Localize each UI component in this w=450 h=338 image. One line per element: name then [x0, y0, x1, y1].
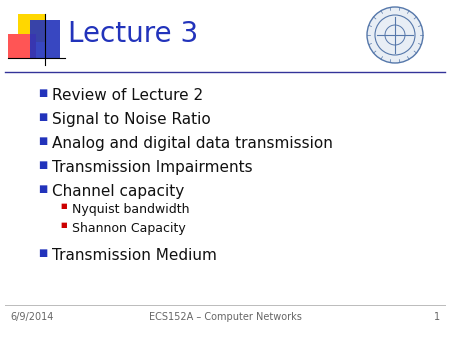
Text: Signal to Noise Ratio: Signal to Noise Ratio	[52, 112, 211, 127]
Text: ■: ■	[38, 184, 47, 194]
Bar	[30, 20, 60, 58]
Text: 6/9/2014: 6/9/2014	[10, 312, 54, 322]
Text: Analog and digital data transmission: Analog and digital data transmission	[52, 136, 333, 151]
Text: ■: ■	[38, 160, 47, 170]
Text: Nyquist bandwidth: Nyquist bandwidth	[72, 203, 189, 216]
Text: ■: ■	[60, 222, 67, 228]
Text: Lecture 3: Lecture 3	[68, 20, 198, 48]
Text: ■: ■	[38, 88, 47, 98]
Text: ■: ■	[38, 248, 47, 258]
Text: Transmission Impairments: Transmission Impairments	[52, 160, 252, 175]
Circle shape	[367, 7, 423, 63]
Bar	[8, 34, 36, 58]
Text: ECS152A – Computer Networks: ECS152A – Computer Networks	[148, 312, 302, 322]
Text: ■: ■	[60, 203, 67, 209]
Text: 1: 1	[434, 312, 440, 322]
Text: ■: ■	[38, 112, 47, 122]
Text: Channel capacity: Channel capacity	[52, 184, 184, 199]
Text: Review of Lecture 2: Review of Lecture 2	[52, 88, 203, 103]
Bar	[18, 14, 46, 42]
Text: Transmission Medium: Transmission Medium	[52, 248, 217, 263]
Text: Shannon Capacity: Shannon Capacity	[72, 222, 186, 235]
Text: ■: ■	[38, 136, 47, 146]
